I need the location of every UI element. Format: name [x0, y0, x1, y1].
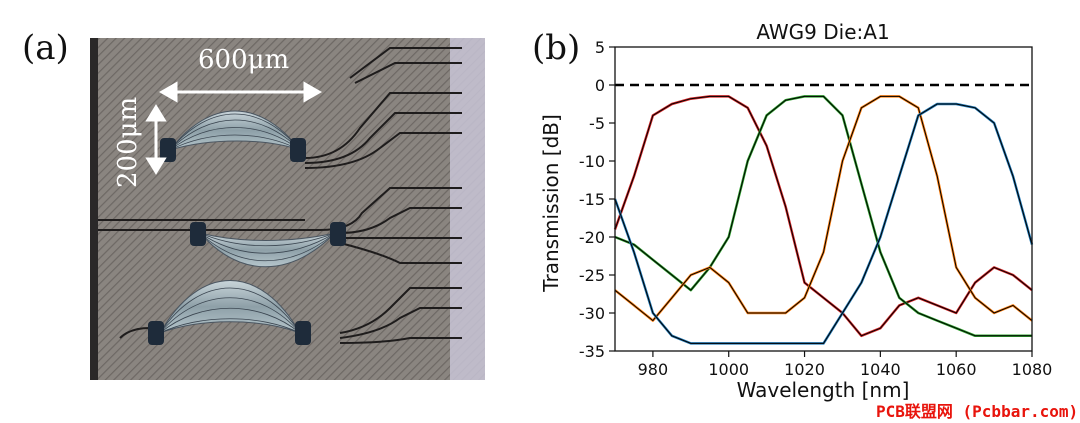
x-tick-label: 1060 [936, 360, 977, 379]
fit-line-1 [614, 95, 1033, 337]
chart-title: AWG9 Die:A1 [756, 20, 889, 44]
fit-line-2 [614, 95, 1032, 337]
awg-micrograph: 600μm 200μm [90, 38, 485, 380]
x-tick-label: 1080 [1012, 360, 1053, 379]
y-axis-label: Transmission [dB] [540, 114, 563, 293]
watermark: PCB联盟网 (Pcbbar.com) [876, 402, 1079, 421]
y-tick-label: 5 [595, 38, 605, 57]
x-tick-label: 1020 [784, 360, 825, 379]
awg-device-bottom [148, 280, 311, 345]
y-tick-label: -35 [579, 342, 605, 361]
awg-device-top [160, 110, 306, 162]
x-tick-label: 1000 [708, 360, 749, 379]
scale-bar-horizontal [158, 81, 323, 103]
scale-label-vertical: 200μm [113, 97, 143, 188]
y-tick-label: -20 [579, 228, 605, 247]
panel-b-label: (b) [532, 28, 581, 68]
series-line-4 [613, 102, 1034, 345]
y-tick-label: -25 [579, 266, 605, 285]
x-tick-label: 980 [638, 360, 669, 379]
x-tick-label: 1040 [860, 360, 901, 379]
series-line-1 [613, 95, 1033, 338]
scale-bar-vertical [145, 104, 167, 175]
scale-label-horizontal: 600μm [198, 45, 289, 75]
plot-frame [614, 46, 1033, 352]
x-axis: 980 1000 1020 1040 1060 1080 [638, 351, 1053, 379]
y-tick-label: -10 [579, 152, 605, 171]
series-line-3 [614, 95, 1033, 322]
y-tick-label: 0 [595, 76, 605, 95]
y-tick-label: -30 [579, 304, 605, 323]
fit-line-3 [614, 95, 1033, 322]
y-tick-label: -15 [579, 190, 605, 209]
y-tick-label: -5 [589, 114, 605, 133]
plot-area [613, 46, 1034, 352]
x-axis-label: Wavelength [nm] [737, 378, 910, 402]
panel-a-label: (a) [22, 28, 69, 68]
awg-device-middle [190, 222, 346, 268]
transmission-chart: AWG9 Die:A1 980 1000 1020 1040 1060 1080 5 0 -5… [540, 20, 1053, 402]
series-line-2 [614, 95, 1032, 338]
fit-line-4 [614, 103, 1033, 344]
y-axis: 5 0 -5 -10 -15 -20 -25 -30 -35 [579, 38, 615, 361]
